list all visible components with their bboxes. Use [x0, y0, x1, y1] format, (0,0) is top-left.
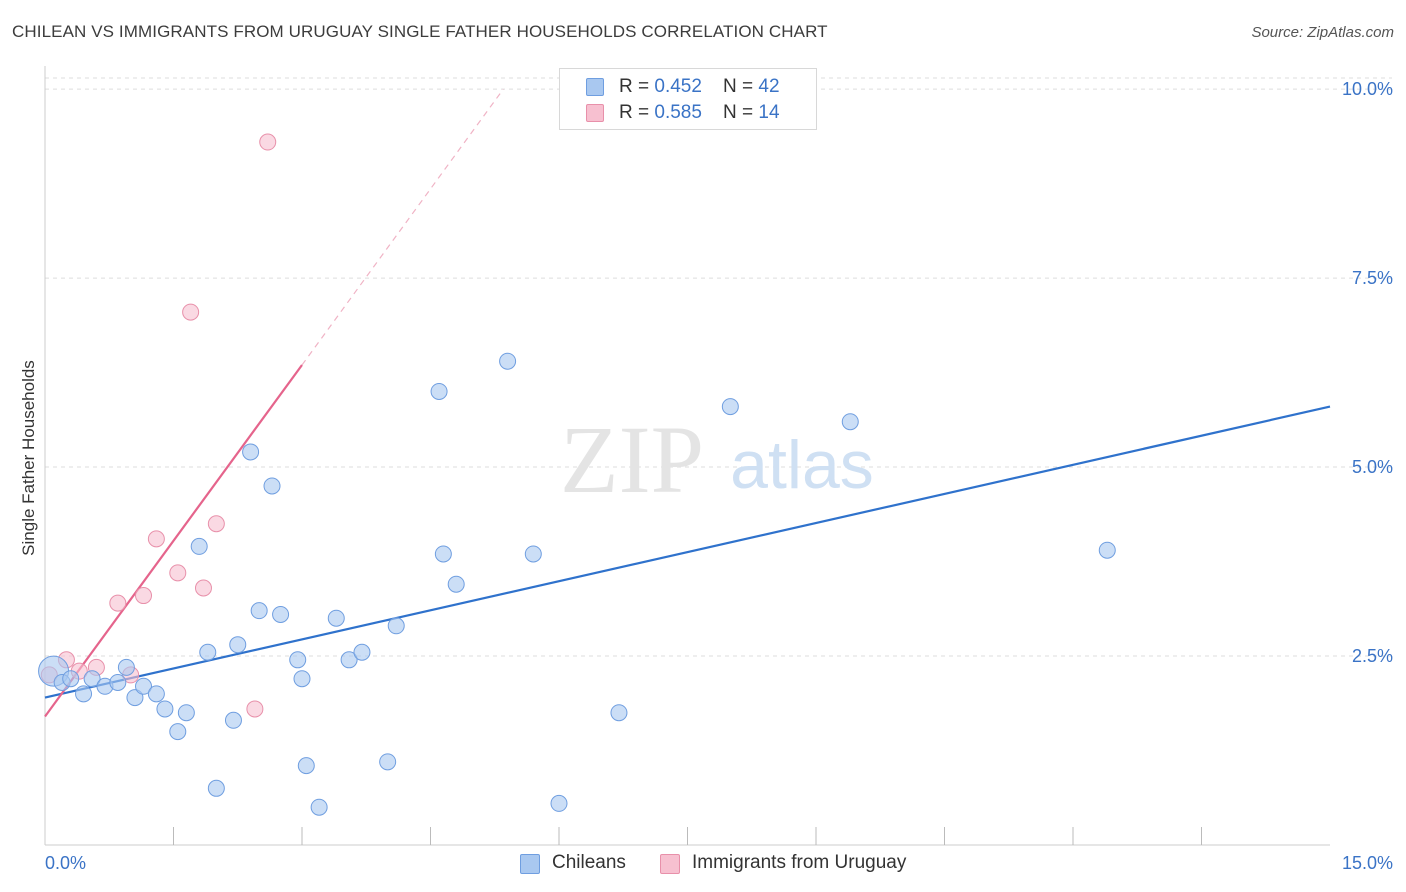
legend-n-label: N =: [723, 76, 759, 97]
chart-title: CHILEAN VS IMMIGRANTS FROM URUGUAY SINGL…: [12, 22, 828, 41]
data-point-uruguay: [194, 579, 212, 597]
data-point-chileans: [229, 636, 247, 654]
legend-swatch-uruguay: [586, 104, 604, 122]
data-point-uruguay: [147, 530, 165, 548]
points-layer: [38, 133, 1116, 816]
y-tick-label: 10.0%: [1342, 79, 1393, 99]
y-tick-label: 5.0%: [1352, 457, 1393, 477]
data-point-chileans: [117, 658, 135, 676]
y-axis-label: Single Father Households: [19, 360, 38, 556]
legend-n-value: 42: [758, 76, 780, 97]
watermark: ZIP atlas: [560, 406, 874, 513]
data-point-chileans: [147, 685, 165, 703]
watermark-atlas: atlas: [730, 427, 874, 503]
trendline-layer: [44, 88, 1331, 718]
data-point-chileans: [224, 711, 242, 729]
data-point-uruguay: [182, 303, 200, 321]
data-point-chileans: [62, 670, 80, 688]
data-point-chileans: [721, 398, 739, 416]
data-point-chileans: [207, 779, 225, 797]
data-point-chileans: [242, 443, 260, 461]
watermark-zip: ZIP: [560, 406, 704, 513]
data-point-chileans: [75, 685, 93, 703]
tick-label-layer: 2.5% 5.0% 7.5% 10.0% 0.0% 15.0%: [45, 79, 1393, 873]
data-point-chileans: [156, 700, 174, 718]
data-point-uruguay: [135, 587, 153, 605]
x-tick-label: 15.0%: [1342, 853, 1393, 873]
data-point-chileans: [340, 651, 358, 669]
data-point-chileans: [353, 643, 371, 661]
correlation-legend: R = 0.452 N = 42 R = 0.585 N = 14: [559, 68, 817, 130]
bottom-legend-swatch-chileans: [520, 854, 540, 874]
data-point-chileans: [447, 575, 465, 593]
data-point-uruguay: [246, 700, 264, 718]
data-point-chileans: [297, 757, 315, 775]
data-point-chileans: [524, 545, 542, 563]
legend-r-label: R =: [619, 102, 655, 123]
data-point-uruguay: [169, 564, 187, 582]
data-point-chileans: [250, 602, 268, 620]
legend-n-label: N =: [723, 102, 759, 123]
data-point-uruguay: [259, 133, 277, 151]
data-point-chileans: [310, 798, 328, 816]
data-point-chileans: [169, 723, 187, 741]
bottom-legend-label-chileans: Chileans: [552, 852, 626, 873]
data-point-chileans: [499, 352, 517, 370]
data-point-chileans: [550, 794, 568, 812]
data-point-chileans: [190, 537, 208, 555]
legend-r-value: 0.452: [654, 76, 702, 97]
data-point-uruguay: [109, 594, 127, 612]
data-point-chileans: [430, 382, 448, 400]
legend-n-value: 14: [758, 102, 780, 123]
data-point-chileans: [841, 413, 859, 431]
data-point-chileans: [1098, 541, 1116, 559]
data-point-chileans: [109, 673, 127, 691]
data-point-chileans: [387, 617, 405, 635]
data-point-chileans: [293, 670, 311, 688]
legend-r-value: 0.585: [654, 102, 702, 123]
y-tick-label: 7.5%: [1352, 268, 1393, 288]
grid-layer: [45, 77, 1392, 657]
legend-r-label: R =: [619, 76, 655, 97]
source-label: Source: ZipAtlas.com: [1251, 24, 1394, 41]
trendline-uruguay: [44, 364, 303, 718]
trendline-chileans: [44, 405, 1331, 699]
data-point-chileans: [199, 643, 217, 661]
bottom-legend-label-uruguay: Immigrants from Uruguay: [692, 852, 907, 873]
x-tick-label: 0.0%: [45, 853, 86, 873]
data-point-chileans: [272, 605, 290, 623]
trendline-uruguay-extension: [301, 88, 504, 366]
data-point-chileans: [135, 677, 153, 695]
data-point-chileans: [263, 477, 281, 495]
y-tick-label: 2.5%: [1352, 646, 1393, 666]
legend-swatch-chileans: [586, 78, 604, 96]
data-point-chileans: [126, 689, 144, 707]
data-point-chileans: [327, 609, 345, 627]
data-point-chileans: [379, 753, 397, 771]
data-point-chileans: [83, 670, 101, 688]
bottom-legend-swatch-uruguay: [660, 854, 680, 874]
data-point-chileans: [289, 651, 307, 669]
data-point-uruguay: [207, 515, 225, 533]
data-point-chileans: [434, 545, 452, 563]
data-point-chileans: [610, 704, 628, 722]
data-point-chileans: [177, 704, 195, 722]
